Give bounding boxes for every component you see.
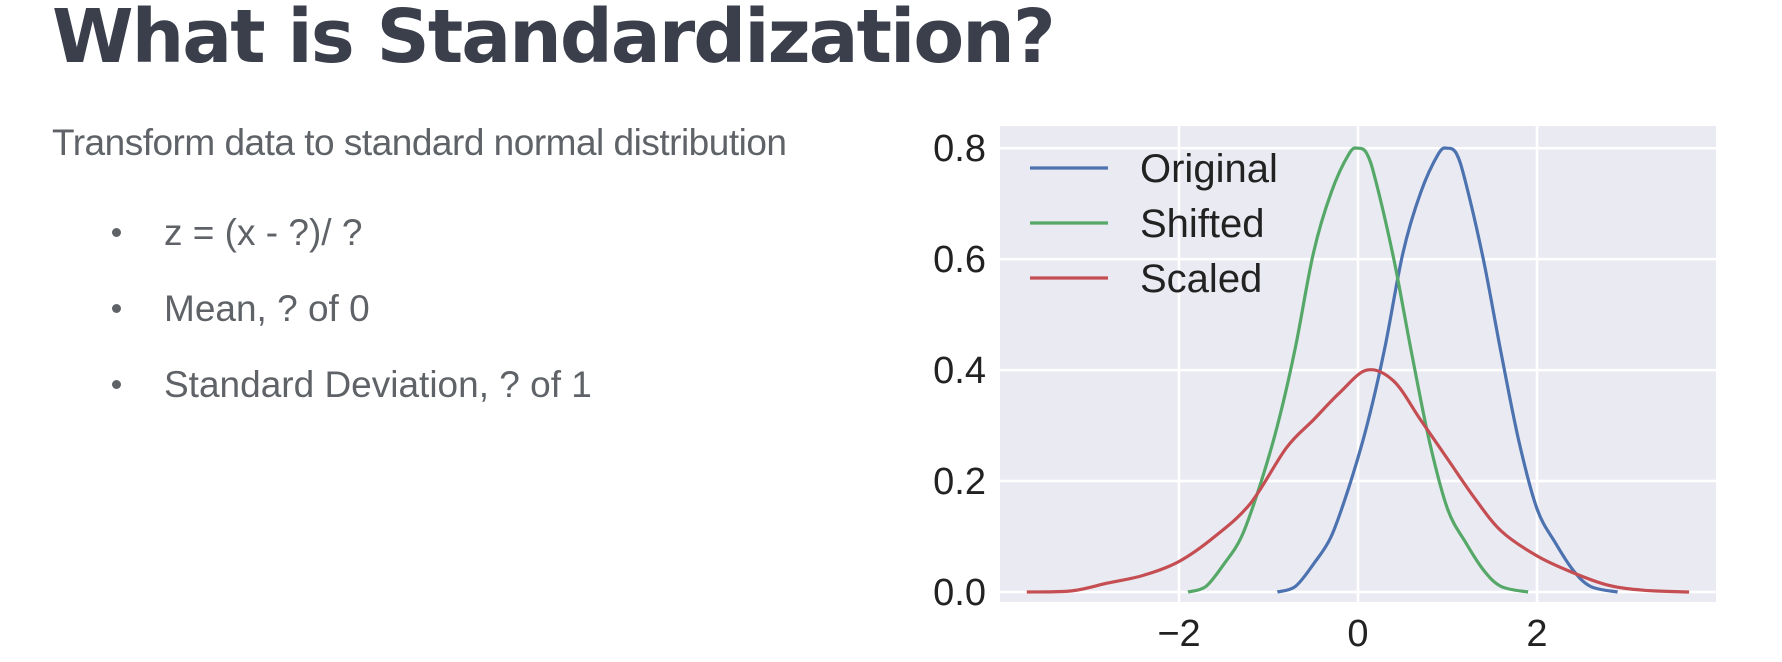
bullet-text: Mean, ? of 0: [164, 288, 370, 329]
slide-title: What is Standardization?: [52, 0, 1056, 80]
legend-label-scaled: Scaled: [1140, 257, 1262, 301]
density-chart: 0.0 0.2 0.4 0.6 0.8 −2 0 2 Original Shifted Scal…: [933, 126, 1716, 655]
legend-label-original: Original: [1140, 147, 1278, 191]
x-axis: −2 0 2: [1157, 613, 1547, 655]
x-tick-label: 0: [1347, 613, 1368, 655]
series-line-scaled: [1026, 368, 1690, 594]
bullet-item-mean: Mean, ? of 0: [108, 286, 592, 362]
bullet-item-formula: z = (x - ?)/ ?: [108, 210, 592, 286]
bullet-dot-icon: [112, 304, 121, 313]
bullet-dot-icon: [112, 228, 121, 237]
bullet-dot-icon: [112, 380, 121, 389]
bullet-text: Standard Deviation, ? of 1: [164, 364, 592, 405]
series-line-shifted: [1187, 146, 1529, 594]
y-tick-label: 0.8: [933, 128, 986, 170]
bullet-text: z = (x - ?)/ ?: [164, 212, 363, 253]
series-line-original: [1276, 146, 1618, 594]
bullet-item-std: Standard Deviation, ? of 1: [108, 362, 592, 438]
legend-label-shifted: Shifted: [1140, 202, 1265, 246]
y-tick-label: 0.6: [933, 239, 986, 281]
grid-lines: [1000, 126, 1716, 602]
series-lines: [1026, 146, 1690, 594]
slide-subtitle: Transform data to standard normal distri…: [52, 122, 787, 163]
legend: Original Shifted Scaled: [1030, 147, 1278, 301]
y-tick-label: 0.0: [933, 572, 986, 614]
x-tick-label: −2: [1157, 613, 1200, 655]
y-axis: 0.0 0.2 0.4 0.6 0.8: [933, 128, 986, 614]
bullet-list: z = (x - ?)/ ? Mean, ? of 0 Standard Dev…: [108, 210, 592, 438]
x-tick-label: 2: [1526, 613, 1547, 655]
y-tick-label: 0.4: [933, 350, 986, 392]
y-tick-label: 0.2: [933, 461, 986, 503]
